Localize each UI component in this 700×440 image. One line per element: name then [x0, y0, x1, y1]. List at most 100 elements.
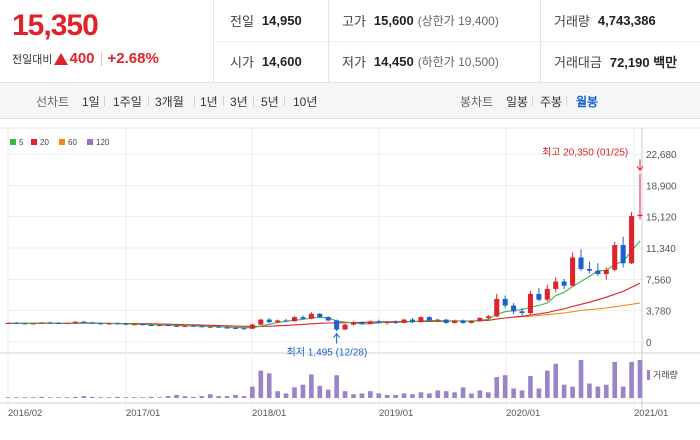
- volume-bar: [89, 396, 95, 398]
- period-5y-tab[interactable]: 5년: [261, 95, 279, 109]
- divider: [100, 51, 102, 66]
- y-tick-label: 22,680: [646, 150, 677, 161]
- candle-body: [30, 323, 36, 325]
- legend-swatch: [59, 139, 65, 145]
- volume-bar: [435, 390, 441, 398]
- ma5-line: [8, 240, 641, 329]
- volume-bar: [368, 391, 373, 398]
- volume-bar: [511, 388, 516, 398]
- candle-weekly-tab[interactable]: 주봉: [540, 95, 563, 109]
- legend-swatch: [31, 139, 37, 145]
- candle-body: [199, 326, 205, 328]
- volume-bar: [595, 386, 601, 398]
- ma60-line: [513, 302, 641, 318]
- volume-bar: [241, 396, 247, 398]
- x-tick-label: 2017/01: [126, 408, 160, 419]
- stat-value: 15,600: [373, 13, 414, 28]
- volume-bar: [216, 396, 221, 398]
- candle-series: [5, 173, 643, 332]
- x-tick-label: 2021/01: [634, 408, 668, 419]
- y-tick-label: 7,560: [646, 275, 671, 286]
- candle-body: [384, 322, 390, 324]
- volume-bar: [317, 385, 323, 398]
- volume-bar: [401, 393, 407, 398]
- candle-body: [603, 269, 609, 275]
- candle-body: [308, 313, 314, 319]
- period-3y-tab[interactable]: 3년: [230, 95, 248, 109]
- period-3m-tab[interactable]: 3개월: [155, 95, 184, 109]
- volume-bar: [73, 396, 78, 398]
- stat-prev-close: 전일 14,950: [230, 0, 302, 41]
- volume-bar: [132, 397, 137, 398]
- candle-body: [174, 325, 180, 327]
- divider: [194, 96, 195, 106]
- volume-bar: [418, 392, 424, 398]
- volume-bar: [410, 394, 415, 398]
- candle-body: [241, 328, 247, 330]
- volume-bar: [443, 391, 449, 398]
- volume-bar: [342, 391, 348, 398]
- volume-bar: [393, 394, 398, 398]
- volume-bar: [620, 386, 626, 398]
- volume-bar: [309, 374, 314, 398]
- period-1w-tab[interactable]: 1주일: [113, 95, 142, 109]
- candle-daily-tab[interactable]: 일봉: [506, 95, 529, 109]
- candle-body: [527, 293, 533, 313]
- volume-bar: [536, 388, 542, 398]
- legend-swatch: [87, 139, 93, 145]
- period-1y-tab[interactable]: 1년: [200, 95, 218, 109]
- volume-bar: [148, 396, 154, 398]
- candle-body: [511, 305, 517, 312]
- candle-body: [232, 327, 239, 329]
- moving-averages: [8, 240, 641, 329]
- stock-chart: 5 20 60 120 22,680 18,900 15,120 11,340 7,560 3,…: [0, 127, 700, 419]
- volume-bar: [123, 397, 129, 398]
- candle-body: [148, 325, 154, 327]
- stat-label: 전일: [230, 14, 254, 29]
- candle-body: [452, 320, 458, 323]
- stat-label: 거래량: [554, 14, 590, 29]
- volume-bar: [30, 397, 36, 398]
- period-1d-tab[interactable]: 1일: [82, 95, 100, 109]
- volume-bar: [570, 386, 575, 398]
- volume-bar: [199, 396, 205, 398]
- candle-body: [460, 320, 466, 323]
- volume-bar: [39, 396, 45, 398]
- stat-value: 4,743,386: [597, 13, 656, 28]
- candle-body: [258, 319, 264, 325]
- volume-bar: [157, 397, 162, 398]
- volume-bar: [629, 361, 634, 398]
- divider: [566, 96, 567, 106]
- volume-legend-swatch: [647, 370, 650, 380]
- candle-body: [494, 298, 500, 317]
- legend-label: 120: [96, 138, 110, 147]
- candle-body: [629, 216, 635, 264]
- volume-bar: [182, 396, 188, 398]
- y-tick-label: 18,900: [646, 181, 677, 192]
- volume-bar: [207, 394, 213, 398]
- volume-bar: [427, 393, 432, 398]
- volume-bar: [275, 391, 280, 398]
- candle-body: [157, 325, 163, 327]
- candle-body: [443, 319, 449, 323]
- candle-body: [64, 322, 70, 324]
- volume-bar: [561, 384, 567, 398]
- period-10y-tab[interactable]: 10년: [293, 95, 318, 109]
- volume-bar: [64, 397, 70, 398]
- divider: [284, 96, 285, 106]
- candle-body: [578, 257, 584, 270]
- x-tick-label: 2018/01: [252, 408, 286, 419]
- volume-bar: [292, 387, 297, 398]
- candle-monthly-tab[interactable]: 월봉: [576, 95, 599, 109]
- candle-body: [485, 316, 491, 318]
- candle-body: [426, 317, 432, 321]
- y-tick-label: 0: [646, 338, 652, 349]
- min-price-label: 최저 1,495 (12/28): [287, 347, 368, 359]
- stat-label: 저가: [342, 55, 366, 70]
- volume-bar: [258, 370, 264, 398]
- candle-body: [376, 321, 382, 323]
- min-arrow-head: [333, 332, 341, 338]
- volume-bar: [469, 393, 474, 398]
- volume-bar: [384, 394, 390, 398]
- stat-volume: 거래량 4,743,386: [554, 0, 656, 41]
